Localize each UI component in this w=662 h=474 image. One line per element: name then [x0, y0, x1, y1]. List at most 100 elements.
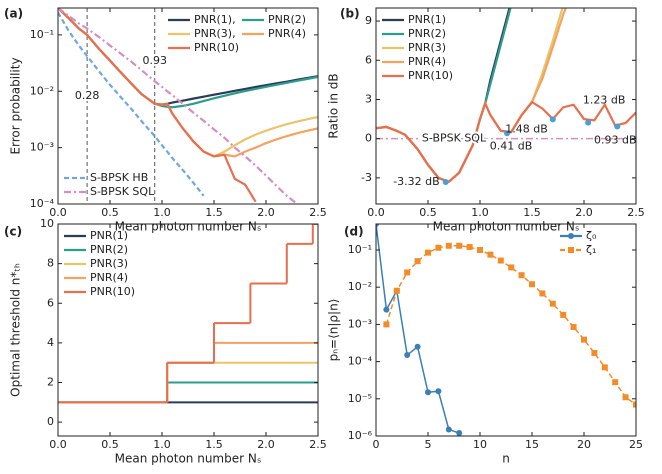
point-marker: [614, 123, 621, 130]
x-tick-label: 2.5: [309, 206, 327, 219]
plot-area: [58, 8, 318, 204]
legend-label: ζ₁: [586, 243, 596, 256]
y-tick-label: -3: [361, 171, 372, 184]
series-line: [58, 8, 257, 203]
marker: [549, 300, 556, 307]
marker: [456, 430, 463, 436]
x-tick-label: 0.0: [49, 438, 67, 451]
legend-label: PNR(4): [90, 271, 128, 284]
axes-frame: [375, 223, 637, 437]
marker: [466, 244, 473, 251]
marker: [570, 324, 577, 331]
point-label: 0.93 dB: [594, 134, 637, 147]
legend-label: PNR(4): [268, 27, 306, 40]
y-tick-label: 10⁻⁶: [348, 429, 373, 442]
x-tick-label: 0: [373, 438, 380, 451]
y-tick-label: 10⁻¹: [30, 28, 54, 41]
legend-label: PNR(3): [408, 41, 446, 54]
marker: [404, 352, 411, 359]
marker: [393, 287, 400, 294]
y-axis-label: Ratio in dB: [327, 73, 341, 138]
marker: [445, 242, 452, 249]
x-tick-label: 2.0: [257, 206, 275, 219]
marker: [414, 258, 421, 265]
x-tick-label: 0.0: [367, 206, 385, 219]
x-tick-label: 1.0: [153, 206, 171, 219]
legend-label: PNR(1),: [194, 13, 236, 26]
y-tick-label: 10⁻⁴: [30, 197, 55, 210]
reference-label: S-BPSK SQL: [422, 132, 487, 145]
legend-label: ζ₀: [586, 229, 597, 242]
point-marker: [585, 119, 592, 126]
panel-letter: (a): [4, 7, 23, 21]
panel-letter: (b): [340, 7, 360, 21]
x-tick-label: 0.5: [419, 206, 437, 219]
x-tick-label: 2.0: [575, 206, 593, 219]
x-tick-label: 25: [629, 438, 643, 451]
marker: [404, 269, 411, 276]
marker: [622, 394, 629, 401]
legend-label: PNR(10): [408, 69, 453, 82]
marker: [383, 306, 390, 313]
reference-label: 0.28: [75, 89, 100, 102]
axes-frame: [375, 7, 637, 205]
x-tick-label: 1.5: [523, 206, 541, 219]
marker: [581, 336, 587, 343]
point-marker: [549, 116, 556, 123]
y-tick-label: 10⁻²: [348, 280, 372, 293]
panel-letter: (c): [4, 225, 22, 239]
legend-marker: [568, 233, 574, 239]
marker: [425, 389, 431, 396]
series-line: [58, 11, 205, 197]
legend-label: PNR(1): [408, 13, 446, 26]
legend-label: PNR(2): [90, 243, 128, 256]
y-tick-label: 10⁻⁴: [348, 355, 373, 368]
marker: [497, 257, 504, 264]
point-marker: [442, 179, 449, 186]
x-tick-label: 2.5: [627, 206, 645, 219]
y-axis-label: Error probability: [9, 57, 23, 154]
x-tick-label: 1.5: [205, 438, 223, 451]
legend-label: PNR(3),: [194, 27, 236, 40]
marker: [539, 290, 546, 297]
marker: [435, 388, 442, 395]
marker: [445, 426, 452, 433]
plot-area: [58, 224, 318, 404]
x-tick-label: 5: [425, 438, 432, 451]
y-tick-label: 10: [40, 217, 54, 230]
legend-label: PNR(3): [90, 257, 128, 270]
legend-label: PNR(4): [408, 55, 446, 68]
y-tick-label: 8: [47, 257, 54, 270]
series-line: [58, 8, 298, 204]
marker: [383, 321, 390, 328]
marker: [601, 364, 608, 371]
marker: [529, 281, 535, 288]
marker: [425, 249, 431, 256]
y-tick-label: 10⁻³: [30, 141, 54, 154]
marker: [633, 401, 636, 408]
x-axis-label: n: [502, 452, 510, 466]
point-marker: [504, 130, 511, 137]
x-axis-label: Mean photon number Nₛ: [115, 452, 262, 466]
x-tick-label: 2.0: [257, 438, 275, 451]
axes-frame: [57, 223, 319, 437]
y-tick-label: 6: [365, 53, 372, 66]
legend-label: S-BPSK HB: [90, 171, 148, 184]
point-label: -3.32 dB: [393, 175, 440, 188]
x-tick-label: 15: [525, 438, 539, 451]
plot-area: [376, 224, 636, 436]
y-tick-label: 9: [365, 14, 372, 27]
y-axis-label: Optimal threshold n*ₜₕ: [9, 263, 23, 397]
x-tick-label: 1.0: [471, 206, 489, 219]
x-tick-label: 10: [473, 438, 487, 451]
y-tick-label: 4: [47, 336, 54, 349]
y-tick-label: 10⁻²: [30, 84, 54, 97]
marker: [508, 264, 515, 271]
legend-label: PNR(1): [90, 229, 128, 242]
x-tick-label: 20: [577, 438, 591, 451]
point-label: 0.41 dB: [490, 139, 533, 152]
legend-label: PNR(10): [194, 41, 239, 54]
x-tick-label: 1.0: [153, 438, 171, 451]
y-tick-label: 10⁻⁵: [348, 392, 372, 405]
